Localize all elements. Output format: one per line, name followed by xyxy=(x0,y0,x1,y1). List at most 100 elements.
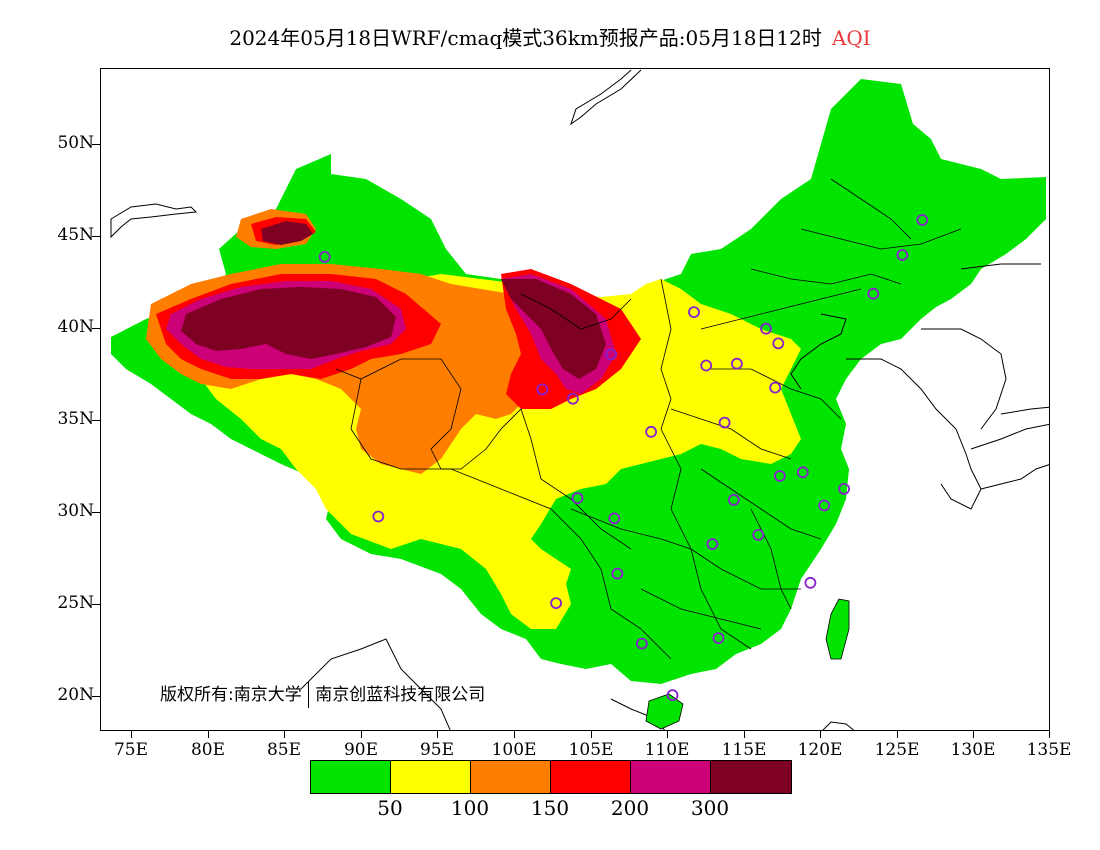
station-marker xyxy=(700,359,713,372)
colorbar-box-very-unhealthy xyxy=(631,761,711,793)
station-marker xyxy=(896,249,909,261)
station-marker xyxy=(718,416,731,429)
lon-tick xyxy=(667,731,668,738)
station-marker xyxy=(611,567,624,580)
lon-tick xyxy=(1049,731,1050,738)
lon-label-75e: 75E xyxy=(113,740,149,760)
colorbar-box-usg xyxy=(471,761,551,793)
colorbar-box-hazardous xyxy=(711,761,791,793)
lon-tick xyxy=(208,731,209,738)
lon-label-85e: 85E xyxy=(266,740,302,760)
map-panel xyxy=(100,68,1050,731)
colorbar-label-300: 300 xyxy=(690,796,730,820)
station-marker xyxy=(605,348,618,361)
lon-label-105e: 105E xyxy=(568,740,614,760)
lon-label-130e: 130E xyxy=(950,740,996,760)
lon-tick xyxy=(514,731,515,738)
station-marker xyxy=(372,510,385,523)
title-main: 2024年05月18日WRF/cmaq模式36km预报产品:05月18日12时 xyxy=(229,26,822,50)
station-marker xyxy=(916,214,929,226)
lat-label-35n: 35N xyxy=(57,409,94,429)
lon-tick xyxy=(973,731,974,738)
copyright-notice: 版权所有:南京大学 南京创蓝科技有限公司 xyxy=(160,680,485,708)
station-marker xyxy=(566,392,579,405)
lat-tick xyxy=(92,420,100,421)
station-marker xyxy=(666,689,679,702)
coastline xyxy=(110,69,1049,730)
lon-label-95e: 95E xyxy=(419,740,455,760)
station-marker xyxy=(636,637,648,650)
lon-tick xyxy=(131,731,132,738)
station-markers xyxy=(318,214,929,702)
lon-label-80e: 80E xyxy=(190,740,226,760)
copyright-org: 南京创蓝科技有限公司 xyxy=(315,685,486,705)
copyright-prefix: 版权所有:南京大学 xyxy=(160,685,302,705)
station-marker xyxy=(608,512,621,525)
station-marker xyxy=(550,597,563,609)
island-taiwan xyxy=(825,598,850,660)
region-aqi-hazardous xyxy=(181,287,396,359)
lon-tick xyxy=(284,731,285,738)
aqi-colorbar xyxy=(310,760,792,794)
station-marker xyxy=(796,466,809,479)
station-marker xyxy=(804,576,817,589)
station-marker xyxy=(838,482,850,495)
station-marker xyxy=(752,528,765,541)
lon-label-135e: 135E xyxy=(1026,740,1072,760)
lat-tick xyxy=(92,236,100,237)
station-marker xyxy=(712,632,725,644)
province-borders xyxy=(335,178,962,660)
lat-label-20n: 20N xyxy=(57,685,94,705)
station-marker xyxy=(731,357,743,370)
station-marker xyxy=(769,381,782,394)
station-marker xyxy=(727,493,740,506)
station-marker xyxy=(536,383,549,396)
colorbar-label-150: 150 xyxy=(530,796,570,820)
colorbar-label-100: 100 xyxy=(450,796,490,820)
island-hainan xyxy=(645,693,684,730)
colorbar-box-moderate xyxy=(391,761,471,793)
lon-tick xyxy=(437,731,438,738)
lat-tick xyxy=(92,696,100,697)
colorbar-label-50: 50 xyxy=(377,796,403,820)
lon-label-120e: 120E xyxy=(797,740,843,760)
station-marker xyxy=(773,470,786,482)
lat-label-50n: 50N xyxy=(57,133,94,153)
lat-label-45n: 45N xyxy=(57,225,94,245)
station-marker xyxy=(688,306,700,319)
colorbar-box-good xyxy=(311,761,391,793)
station-marker xyxy=(760,322,772,335)
lat-label-30n: 30N xyxy=(57,501,94,521)
lat-tick xyxy=(92,512,100,513)
lon-label-100e: 100E xyxy=(491,740,537,760)
copyright-separator xyxy=(307,682,310,708)
station-marker xyxy=(645,425,657,438)
lat-tick xyxy=(92,144,100,145)
station-marker xyxy=(706,538,719,551)
title-variable: AQI xyxy=(831,26,871,50)
station-marker xyxy=(571,492,584,505)
station-marker xyxy=(318,250,331,263)
lon-label-115e: 115E xyxy=(721,740,767,760)
map-title: 2024年05月18日WRF/cmaq模式36km预报产品:05月18日12时 A… xyxy=(0,22,1100,51)
lat-tick xyxy=(92,604,100,605)
lon-label-110e: 110E xyxy=(644,740,690,760)
aqi-map xyxy=(110,69,1049,730)
lon-tick xyxy=(591,731,592,738)
station-marker xyxy=(867,287,880,300)
station-marker xyxy=(772,337,785,350)
lon-label-90e: 90E xyxy=(343,740,379,760)
colorbar-box-unhealthy xyxy=(551,761,631,793)
lat-label-40n: 40N xyxy=(57,317,94,337)
lon-tick xyxy=(820,731,821,738)
lon-tick xyxy=(361,731,362,738)
lon-tick xyxy=(897,731,898,738)
lon-tick xyxy=(744,731,745,738)
region-aqi-hazardous-center xyxy=(501,279,606,379)
region-aqi-hazardous-north xyxy=(261,221,313,245)
station-marker xyxy=(818,499,831,512)
lon-label-125e: 125E xyxy=(874,740,920,760)
lat-tick xyxy=(92,328,100,329)
lat-label-25n: 25N xyxy=(57,593,94,613)
colorbar-label-200: 200 xyxy=(610,796,650,820)
